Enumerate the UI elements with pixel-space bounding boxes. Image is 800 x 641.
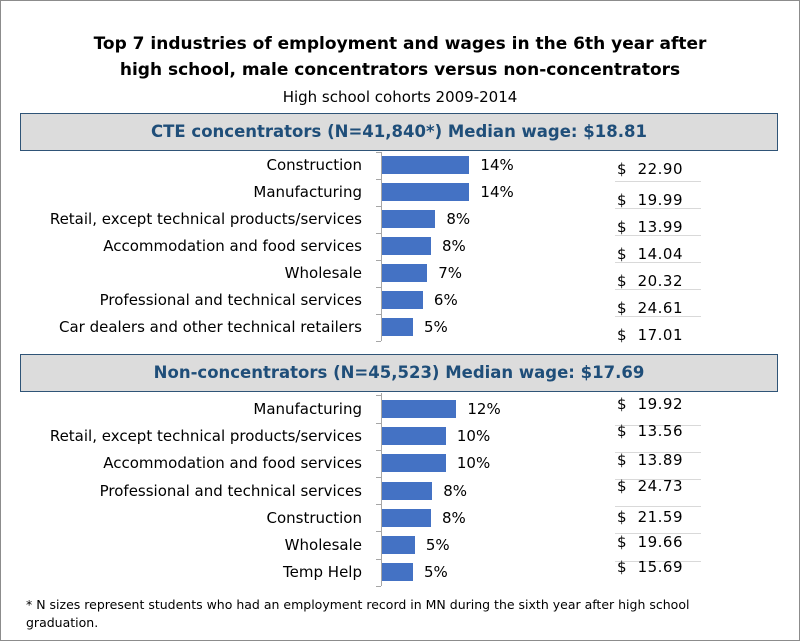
wage-separator <box>615 207 701 209</box>
bar <box>382 237 431 255</box>
wage-value: $ 14.04 <box>617 245 684 263</box>
data-label: 14% <box>480 156 514 174</box>
axis-tick <box>376 504 381 506</box>
wage-separator <box>615 234 701 236</box>
category-label: Car dealers and other technical retailer… <box>58 318 362 336</box>
wage-separator <box>615 533 701 535</box>
wage-value: $ 21.59 <box>617 507 684 526</box>
bar <box>382 183 470 201</box>
chart-title-line-2: high school, male concentrators versus n… <box>119 60 681 80</box>
wage-value: $ 13.89 <box>617 451 684 470</box>
category-label: Retail, except technical products/servic… <box>49 210 362 228</box>
data-label: 12% <box>467 400 501 418</box>
bar <box>382 563 413 582</box>
category-axis <box>381 393 382 586</box>
axis-tick <box>376 205 381 207</box>
wage-separator <box>615 506 701 508</box>
data-label: 10% <box>456 427 491 446</box>
bar <box>382 318 413 336</box>
wage-value: $ 17.01 <box>617 326 684 344</box>
bar <box>382 508 431 527</box>
category-label: Wholesale <box>284 536 362 554</box>
category-label: Construction <box>266 508 362 527</box>
chart-title-line-1: Top 7 industries of employment and wages… <box>93 34 707 54</box>
axis-tick <box>376 558 381 560</box>
bar <box>382 454 446 473</box>
axis-tick <box>376 313 381 315</box>
wage-separator <box>615 451 701 453</box>
data-label: 5% <box>424 563 448 582</box>
data-label: 5% <box>424 318 448 336</box>
bar <box>382 264 428 282</box>
wage-value: $ 19.66 <box>617 533 684 551</box>
wage-value: $ 24.61 <box>617 299 684 317</box>
category-label: Manufacturing <box>253 183 362 201</box>
data-label: 8% <box>443 481 468 500</box>
bar <box>382 481 433 500</box>
wage-value: $ 19.92 <box>617 395 684 413</box>
bar <box>382 536 415 554</box>
category-label: Accommodation and food services <box>103 237 362 255</box>
wage-value: $ 24.73 <box>617 476 684 495</box>
category-label: Construction <box>266 156 362 174</box>
data-label: 8% <box>441 237 466 255</box>
footnote: * N sizes represent students who had an … <box>26 597 690 630</box>
wage-separator <box>615 479 701 480</box>
panel-header-cte: CTE concentrators (N=41,840*) Median wag… <box>20 113 778 151</box>
data-label: 10% <box>456 454 491 473</box>
chart-subtitle: High school cohorts 2009-2014 <box>282 88 518 106</box>
category-label: Professional and technical services <box>99 481 362 500</box>
wage-separator <box>615 424 701 426</box>
bar <box>382 156 470 174</box>
axis-tick <box>376 232 381 234</box>
axis-tick <box>376 259 381 261</box>
wage-value: $ 22.90 <box>617 160 684 178</box>
wage-separator <box>615 261 701 263</box>
wage-separator <box>615 180 701 182</box>
axis-tick <box>376 449 381 451</box>
axis-tick <box>376 151 381 153</box>
wage-value: $ 20.32 <box>617 272 684 290</box>
category-label: Accommodation and food services <box>103 454 362 473</box>
wage-separator <box>615 315 701 317</box>
axis-tick <box>376 340 381 342</box>
category-axis <box>381 152 382 341</box>
category-label: Professional and technical services <box>99 291 362 309</box>
data-label: 8% <box>441 508 466 527</box>
wage-value: $ 13.99 <box>617 218 684 236</box>
wage-value: $ 15.69 <box>617 558 684 577</box>
wage-value: $ 19.99 <box>617 191 684 209</box>
data-label: 8% <box>446 210 471 228</box>
axis-tick <box>376 585 381 587</box>
axis-tick <box>376 286 381 288</box>
bar <box>382 291 423 309</box>
data-label: 14% <box>480 183 514 201</box>
category-label: Retail, except technical products/servic… <box>49 427 362 446</box>
bar <box>382 400 457 418</box>
axis-tick <box>376 477 381 478</box>
data-label: 6% <box>433 291 458 309</box>
data-label: 5% <box>425 536 450 554</box>
bar <box>382 210 436 228</box>
wage-separator <box>615 288 701 290</box>
axis-tick <box>376 531 381 533</box>
data-label: 7% <box>438 264 463 282</box>
axis-tick <box>376 422 381 424</box>
category-label: Wholesale <box>284 264 362 282</box>
category-label: Manufacturing <box>253 400 362 418</box>
axis-tick <box>376 178 381 180</box>
panel-header-non-cte: Non-concentrators (N=45,523) Median wage… <box>20 354 778 392</box>
axis-tick <box>376 395 381 397</box>
wage-value: $ 13.56 <box>617 422 684 441</box>
category-label: Temp Help <box>283 563 362 582</box>
wage-separator <box>615 560 701 562</box>
bar <box>382 427 446 446</box>
